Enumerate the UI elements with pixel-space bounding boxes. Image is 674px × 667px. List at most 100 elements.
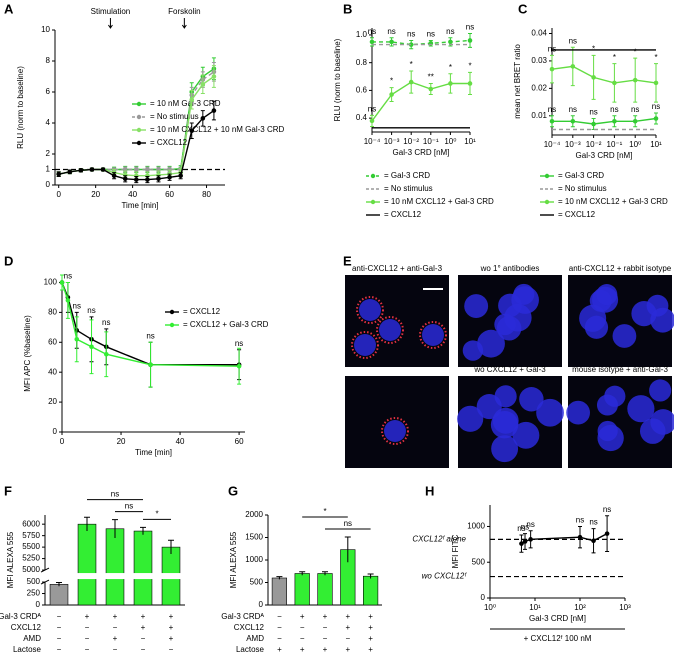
data-point [89,344,94,350]
error-bar [112,519,118,538]
nucleus [511,286,539,314]
condition-name: Gal-3 CRDᴬ [221,612,264,621]
nucleus [584,315,609,339]
nucleus [646,294,669,317]
condition-cell: + [323,612,328,621]
significance: * [449,63,452,72]
data-point [591,538,596,544]
data-point [467,38,473,43]
data-point [200,81,206,87]
y-tick-label: 500 [27,577,41,586]
x-tick-label: 10⁰ [629,140,641,149]
y-tick-label: 10 [41,25,50,34]
legend-label: = Gal-3 CRD [558,171,604,180]
x-tick-label: 10¹ [529,603,541,612]
condition-cell: + [169,612,174,621]
y-axis-label: mean net BRET ratio [513,44,522,119]
nucleus [379,319,401,341]
x-tick-label: 10³ [619,603,631,612]
membrane-stain [376,316,404,344]
significance: ns [427,30,435,39]
legend-label: = No stimulus [384,184,433,193]
data-point [167,174,172,180]
legend-marker [136,140,142,146]
data-point [134,177,139,182]
x-tick-label: 0 [56,190,61,199]
nucleus [604,385,626,407]
significance: ** [428,73,434,82]
legend-label: = CXCL12 [150,138,188,147]
y-tick-label: 0.02 [531,83,547,92]
significance: * [634,47,637,56]
significance: ns [569,36,577,45]
legend-marker [136,114,142,120]
x-tick-label: 60 [165,190,174,199]
y-tick-label: 1000 [467,522,485,531]
data-point [632,118,638,124]
error-bar [168,539,174,554]
annotation: Stimulation [91,7,131,16]
y-tick-label: 250 [27,589,41,598]
nucleus [359,299,381,321]
annotation-arrow [108,18,113,29]
x-tick-label: 10¹ [464,137,476,146]
condition-cell: + [277,645,282,654]
nucleus [422,324,444,346]
data-point [145,177,150,182]
y-tick-label: 0.03 [531,56,547,65]
data-point [236,363,242,369]
data-point [148,362,153,368]
y-tick-label: 2 [46,149,51,158]
data-point [74,336,80,342]
axis-break-gap [46,573,186,580]
x-tick-label: 60 [235,437,244,446]
significance: * [390,77,393,86]
data-point [408,79,414,85]
data-point [369,118,375,124]
x-axis-label: Gal-3 CRD [nM] [393,148,450,157]
significance: ns [125,502,133,511]
legend-label: = CXCL12 [384,210,422,219]
data-point [369,39,375,45]
y-tick-label: 0.01 [531,111,547,120]
condition-name: CXCL12 [234,623,265,632]
x-tick-label: 40 [128,190,137,199]
y-tick-label: 6000 [22,519,40,528]
condition-cell: − [300,634,305,643]
condition-cell: − [57,623,62,632]
significance: * [323,507,326,516]
significance: ns [102,318,110,327]
nucleus [597,420,618,442]
legend-label: = No stimulus [558,184,607,193]
nucleus [612,324,637,348]
condition-cell: − [57,645,62,654]
condition-cell: − [85,623,90,632]
y-axis-label: MFI FITC [451,534,460,568]
data-point [591,75,596,80]
legend-label: = CXCL12 [558,210,596,219]
condition-cell: − [57,634,62,643]
data-point [145,167,150,172]
significance: ns [610,105,618,114]
y-tick-label: 0.4 [356,113,368,122]
significance: * [654,53,657,62]
condition-cell: + [345,623,350,632]
data-point [448,81,453,86]
axis-break-mark [40,567,50,585]
significance: ns [589,518,597,527]
condition-name: AMD [246,634,264,643]
data-point [519,541,524,546]
significance: ns [446,27,454,36]
data-point [612,118,617,124]
annotation: Forskolin [168,7,200,16]
y-tick-label: 5250 [22,554,40,563]
x-tick-label: 10⁰ [484,603,496,612]
bar [271,577,287,606]
data-point [653,80,659,86]
bar [294,573,310,606]
condition-cell: − [85,634,90,643]
condition-cell: + [368,623,373,632]
legend-label: = 10 nM CXCL12 + 10 nM Gal-3 CRD [150,125,285,134]
x-tick-label: 10⁻³ [565,140,581,149]
